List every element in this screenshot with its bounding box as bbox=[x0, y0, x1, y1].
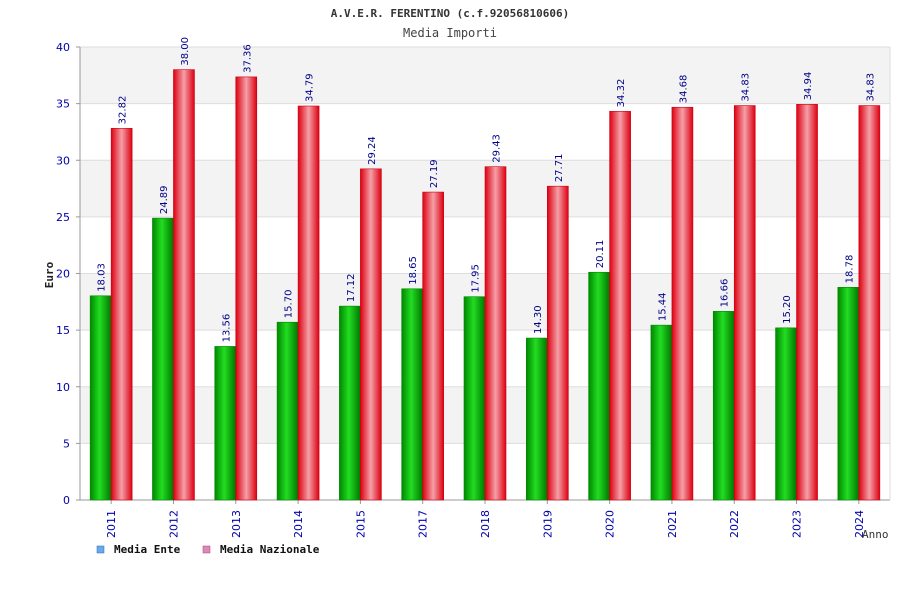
plot-band bbox=[80, 47, 890, 104]
bar-media-ente bbox=[526, 337, 548, 501]
x-tick-label: 2018 bbox=[479, 510, 492, 538]
x-axis-label: Anno bbox=[862, 528, 889, 541]
chart-title: A.V.E.R. FERENTINO (c.f.92056810606) bbox=[331, 7, 569, 20]
bar-media-nazionale bbox=[858, 105, 881, 501]
y-tick-label: 15 bbox=[56, 324, 70, 337]
chart-subtitle: Media Importi bbox=[403, 26, 497, 40]
data-label: 37.36 bbox=[242, 44, 253, 73]
legend-swatch-media-ente bbox=[96, 545, 105, 554]
y-tick-label: 30 bbox=[56, 154, 70, 167]
x-tick-label: 2013 bbox=[230, 510, 243, 538]
x-tick-label: 2019 bbox=[541, 510, 554, 538]
x-tick-label: 2015 bbox=[354, 510, 367, 538]
data-label: 34.94 bbox=[803, 72, 814, 101]
x-tick-label: 2023 bbox=[791, 510, 804, 538]
bar-media-nazionale bbox=[733, 105, 756, 501]
legend-label-media-ente: Media Ente bbox=[114, 543, 181, 556]
bar-media-ente bbox=[152, 217, 174, 501]
data-label: 34.83 bbox=[865, 73, 876, 102]
bar-media-ente bbox=[89, 295, 112, 501]
x-tick-label: 2017 bbox=[417, 510, 430, 538]
data-label: 27.19 bbox=[429, 159, 440, 188]
data-label: 18.78 bbox=[844, 255, 855, 284]
data-label: 14.30 bbox=[533, 305, 544, 334]
data-label: 32.82 bbox=[118, 96, 129, 125]
plot-band bbox=[80, 103, 890, 161]
y-tick-label: 20 bbox=[56, 268, 70, 281]
bar-media-nazionale bbox=[360, 168, 382, 501]
bar-media-nazionale bbox=[547, 185, 569, 501]
data-label: 24.89 bbox=[159, 185, 170, 214]
x-tick-label: 2011 bbox=[105, 510, 118, 538]
data-label: 38.00 bbox=[180, 37, 191, 66]
data-label: 18.65 bbox=[408, 256, 419, 285]
bar-media-ente bbox=[463, 296, 486, 501]
bar-media-ente bbox=[588, 271, 610, 501]
bar-media-ente bbox=[214, 346, 237, 501]
data-label: 15.20 bbox=[782, 295, 793, 324]
data-label: 15.44 bbox=[657, 293, 668, 322]
bar-media-nazionale bbox=[671, 106, 694, 501]
y-axis-label: Euro bbox=[43, 261, 56, 288]
bar-media-nazionale bbox=[110, 128, 133, 501]
bar-media-ente bbox=[339, 305, 361, 501]
bar-media-nazionale bbox=[796, 104, 818, 501]
data-label: 18.03 bbox=[97, 263, 108, 292]
y-tick-label: 5 bbox=[63, 437, 70, 450]
data-label: 34.68 bbox=[678, 75, 689, 104]
data-label: 13.56 bbox=[221, 314, 232, 343]
bar-media-ente bbox=[775, 327, 797, 501]
data-label: 27.71 bbox=[554, 154, 565, 183]
y-tick-label: 10 bbox=[56, 381, 70, 394]
bar-media-nazionale bbox=[235, 76, 258, 501]
x-tick-label: 2022 bbox=[728, 510, 741, 538]
data-label: 15.70 bbox=[284, 290, 295, 319]
bar-media-nazionale bbox=[422, 191, 444, 501]
bar-media-ente bbox=[276, 321, 299, 501]
x-tick-label: 2012 bbox=[167, 510, 180, 538]
x-tick-label: 2021 bbox=[666, 510, 679, 538]
data-label: 16.66 bbox=[720, 279, 731, 308]
data-label: 29.43 bbox=[492, 134, 503, 163]
y-tick-label: 0 bbox=[63, 494, 70, 507]
legend-swatch-media-nazionale bbox=[202, 545, 211, 554]
data-label: 20.11 bbox=[595, 240, 606, 269]
legend-label-media-nazionale: Media Nazionale bbox=[220, 543, 320, 556]
y-tick-label: 35 bbox=[56, 98, 70, 111]
bar-media-nazionale bbox=[297, 105, 320, 501]
data-label: 34.79 bbox=[305, 73, 316, 102]
y-tick-label: 40 bbox=[56, 41, 70, 54]
legend: Media Ente Media Nazionale bbox=[96, 543, 320, 556]
bar-media-ente bbox=[401, 288, 423, 501]
data-label: 17.12 bbox=[346, 273, 357, 302]
bar-media-ente bbox=[837, 287, 860, 501]
bar-media-nazionale bbox=[484, 166, 507, 501]
bar-media-nazionale bbox=[609, 111, 631, 501]
y-tick-label: 25 bbox=[56, 211, 70, 224]
data-label: 34.32 bbox=[616, 79, 627, 108]
bar-media-ente bbox=[650, 324, 673, 501]
bar-media-nazionale bbox=[173, 69, 195, 501]
data-label: 29.24 bbox=[367, 136, 378, 165]
data-label: 34.83 bbox=[741, 73, 752, 102]
x-tick-label: 2020 bbox=[604, 510, 617, 538]
x-tick-label: 2024 bbox=[853, 510, 866, 538]
x-tick-label: 2014 bbox=[292, 510, 305, 538]
bar-media-ente bbox=[712, 311, 735, 501]
data-label: 17.95 bbox=[471, 264, 482, 293]
